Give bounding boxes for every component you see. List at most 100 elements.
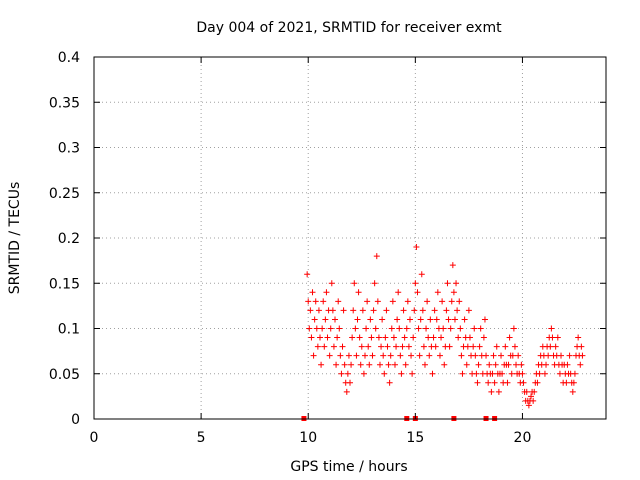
data-point — [349, 334, 356, 341]
data-point — [424, 298, 431, 305]
data-point — [439, 298, 446, 305]
data-point — [519, 370, 526, 377]
data-point — [415, 325, 422, 332]
data-point — [361, 352, 368, 359]
data-point — [528, 393, 535, 400]
data-point — [466, 334, 473, 341]
x-tick-label: 15 — [406, 430, 424, 446]
data-point — [463, 361, 470, 368]
data-point — [384, 343, 391, 350]
data-point — [444, 280, 451, 287]
data-point — [355, 289, 362, 296]
x-tick-label: 10 — [299, 430, 317, 446]
data-point — [434, 289, 441, 296]
data-point — [405, 343, 412, 350]
data-point — [353, 352, 360, 359]
data-point — [549, 334, 556, 341]
data-point — [380, 352, 387, 359]
data-point — [329, 307, 336, 314]
data-point — [536, 370, 543, 377]
y-tick-label: 0.2 — [58, 231, 80, 247]
data-point — [395, 289, 402, 296]
data-point — [366, 361, 373, 368]
data-point — [530, 397, 537, 404]
data-point — [328, 280, 335, 287]
data-point — [375, 334, 382, 341]
data-point — [357, 361, 364, 368]
data-point — [419, 307, 426, 314]
data-point — [348, 361, 355, 368]
data-point — [511, 343, 518, 350]
data-point — [453, 280, 460, 287]
data-point — [368, 334, 375, 341]
data-point — [364, 298, 371, 305]
data-point — [333, 361, 340, 368]
data-point — [543, 361, 550, 368]
data-point — [430, 334, 437, 341]
data-point — [387, 352, 394, 359]
data-point — [337, 352, 344, 359]
data-point — [309, 289, 316, 296]
data-point — [410, 334, 417, 341]
data-point — [322, 316, 329, 323]
data-point — [388, 325, 395, 332]
data-point — [321, 343, 328, 350]
data-point — [382, 334, 389, 341]
data-point — [340, 307, 347, 314]
data-point — [310, 352, 317, 359]
data-point — [431, 307, 438, 314]
data-point — [307, 307, 314, 314]
data-point — [426, 352, 433, 359]
data-point — [358, 343, 365, 350]
data-point — [401, 334, 408, 341]
data-point — [486, 361, 493, 368]
data-point — [510, 325, 517, 332]
data-point — [318, 361, 325, 368]
data-point — [432, 343, 439, 350]
data-point — [488, 388, 495, 395]
x-tick-label: 5 — [197, 430, 206, 446]
data-point — [449, 262, 456, 269]
data-point — [566, 352, 573, 359]
data-point — [338, 370, 345, 377]
data-point — [416, 352, 423, 359]
y-tick-label: 0.3 — [58, 141, 80, 157]
data-point — [441, 361, 448, 368]
data-point — [324, 334, 331, 341]
data-point — [450, 289, 457, 296]
data-point — [400, 307, 407, 314]
data-point — [332, 316, 339, 323]
data-point — [485, 379, 492, 386]
data-points — [304, 244, 586, 409]
data-point — [446, 343, 453, 350]
data-point — [347, 379, 353, 386]
y-tick-label: 0 — [71, 412, 80, 428]
data-point — [312, 298, 319, 305]
data-point — [471, 325, 478, 332]
data-point — [359, 307, 366, 314]
x-tick-label: 0 — [90, 430, 99, 446]
data-point — [406, 316, 413, 323]
data-point — [525, 402, 532, 409]
axis-tick-labels: 0 5 10 15 20 0 0.05 0.1 0.15 0.2 0.25 0.3 0.35 0.4 — [49, 50, 532, 446]
data-point — [558, 352, 565, 359]
data-point — [443, 307, 450, 314]
data-point — [409, 370, 416, 377]
data-point — [433, 316, 440, 323]
data-point — [360, 370, 367, 377]
data-point — [474, 379, 481, 386]
data-point — [313, 325, 320, 332]
data-point — [351, 280, 358, 287]
data-point — [506, 334, 513, 341]
data-point — [489, 370, 496, 377]
data-point — [473, 370, 480, 377]
data-point — [379, 316, 386, 323]
data-point — [323, 289, 330, 296]
data-point — [440, 325, 447, 332]
data-point — [365, 343, 372, 350]
data-point — [305, 298, 312, 305]
data-point — [518, 361, 525, 368]
data-point — [374, 298, 381, 305]
data-point — [445, 316, 452, 323]
